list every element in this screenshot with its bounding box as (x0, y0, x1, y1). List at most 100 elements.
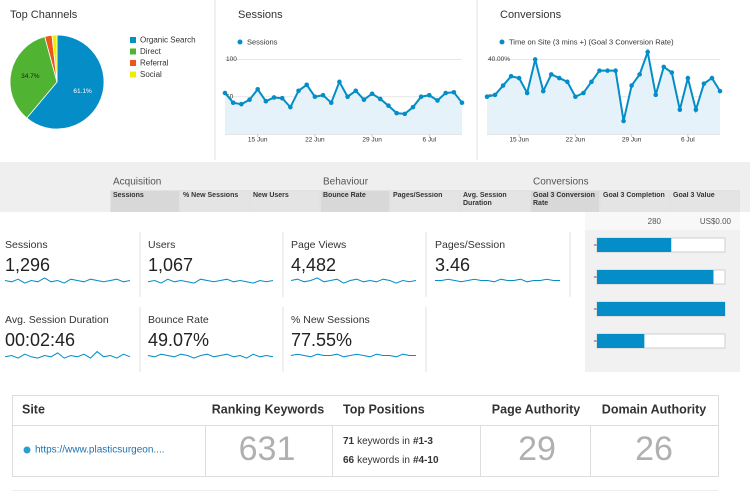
totals-band (585, 212, 740, 230)
metric-value: 1,296 (5, 255, 50, 275)
x-tick-label: 29 Jun (362, 137, 382, 144)
cards-area (0, 230, 585, 375)
sparkline (4, 277, 131, 284)
column-header-label[interactable]: Sessions (113, 192, 144, 199)
bar (597, 302, 725, 316)
metric-value: 77.55% (291, 330, 352, 350)
point (410, 104, 416, 110)
position-range: #4-10 (413, 455, 439, 466)
point (548, 72, 554, 77)
line (486, 48, 721, 122)
point (492, 92, 498, 98)
point (451, 89, 457, 95)
point (500, 83, 506, 88)
column-header-label[interactable]: Avg. Session Duration (463, 192, 507, 207)
point (320, 92, 326, 98)
point (328, 100, 334, 105)
total-value: 280 (648, 217, 662, 226)
ranking-keywords: 631 (239, 430, 296, 468)
legend-dot (237, 39, 243, 45)
metric-value: 1,067 (148, 255, 193, 275)
top-position: 71 keywords in #1-3 (343, 436, 433, 447)
column-header-box: Sessions (113, 192, 144, 199)
column-header-label[interactable]: Bounce Rate (323, 192, 366, 199)
point (701, 81, 707, 86)
legend-swatch (130, 71, 136, 78)
sparkline (4, 350, 131, 359)
column-header-box: Avg. Session Duration (463, 192, 507, 207)
point (435, 98, 440, 103)
column-header-label[interactable]: Goal 3 Value (673, 192, 715, 199)
point (369, 91, 375, 97)
legend-swatch (130, 60, 136, 66)
slice-label: 61.1% (73, 88, 92, 95)
legend-label: Social (140, 70, 162, 79)
panel-title: Conversions (500, 9, 562, 21)
point (508, 73, 514, 79)
metric-value: 4,482 (291, 255, 336, 275)
point (605, 68, 610, 73)
point (629, 83, 634, 88)
column-header (391, 191, 459, 212)
domain-authority: 26 (635, 430, 673, 468)
site-link[interactable]: https://www.plasticsurgeon.... (35, 445, 165, 456)
column-header-label[interactable]: % New Sessions (183, 192, 239, 199)
y-tick-label: 40.00% (488, 56, 510, 63)
point (621, 118, 626, 124)
legend-swatch (130, 37, 136, 43)
point (386, 103, 391, 108)
column-header-label[interactable]: Goal 3 Conversion Rate (533, 192, 595, 207)
point (597, 68, 602, 73)
column-header-box: Pages/Session (393, 192, 443, 199)
point (637, 72, 642, 77)
table-header: Domain Authority (602, 402, 706, 416)
legend-swatch (130, 48, 136, 55)
keyword-table (12, 395, 719, 477)
pie-slice (9, 36, 58, 119)
point (613, 68, 618, 73)
column-header-box: Goal 3 Completion (603, 192, 665, 199)
top-position: 66 keywords in #4-10 (343, 455, 439, 466)
table-header: Page Authority (492, 402, 580, 416)
column-header-box: Goal 3 Conversion Rate (533, 192, 595, 207)
column-header-box: Goal 3 Value (673, 192, 715, 199)
metric-value: 00:02:46 (5, 330, 75, 350)
legend-label: Time on Site (3 mins +) (Goal 3 Conversi… (509, 37, 674, 46)
legend-label: Sessions (247, 37, 278, 46)
position-text: keywords in (357, 455, 410, 466)
column-header (111, 191, 179, 212)
metric-label: Avg. Session Duration (5, 314, 109, 326)
column-header-box: % New Sessions (183, 192, 239, 199)
y-tick-label: 100 (226, 56, 237, 63)
legend-label: Direct (140, 47, 162, 56)
bar (597, 334, 645, 348)
metric-label: Pages/Session (435, 239, 505, 251)
column-header-label[interactable]: Goal 3 Completion (603, 192, 665, 199)
point (653, 92, 659, 98)
point (296, 88, 301, 94)
point (279, 95, 285, 101)
table-header: Ranking Keywords (212, 402, 325, 416)
y-tick-label: 50 (226, 93, 234, 100)
column-header-box: New Users (253, 192, 289, 199)
point (484, 94, 490, 100)
x-tick-label: 15 Jun (509, 137, 529, 144)
point (361, 97, 367, 103)
column-header-label[interactable]: New Users (253, 192, 289, 199)
point (573, 94, 578, 100)
metric-value: 49.07% (148, 330, 209, 350)
column-header (671, 191, 739, 212)
point (589, 79, 594, 85)
column-header-label[interactable]: Pages/Session (393, 192, 443, 199)
column-header (181, 191, 249, 212)
point (230, 100, 236, 105)
point (312, 94, 318, 100)
point (239, 101, 244, 107)
column-header-box: Bounce Rate (323, 192, 366, 199)
point (677, 107, 683, 113)
point (377, 96, 383, 102)
point (516, 75, 522, 81)
column-header (251, 191, 319, 212)
point (304, 82, 310, 88)
